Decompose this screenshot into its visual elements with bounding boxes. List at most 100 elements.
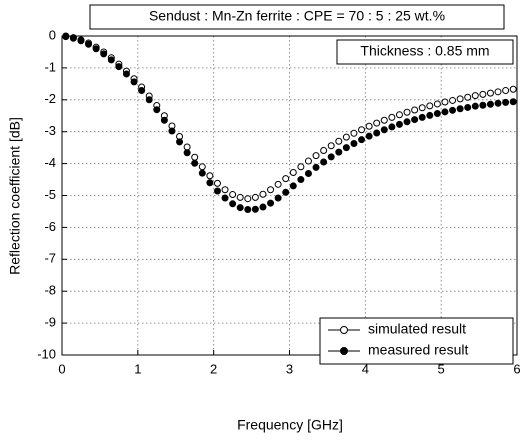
data-point — [236, 204, 244, 212]
data-point — [198, 163, 206, 171]
data-point — [244, 206, 252, 214]
data-point — [380, 126, 388, 134]
data-point — [449, 106, 457, 114]
data-point — [206, 179, 214, 187]
data-point — [464, 93, 472, 101]
data-point — [320, 147, 328, 155]
data-point — [350, 129, 358, 137]
data-point — [213, 179, 221, 187]
data-point — [486, 100, 494, 108]
data-point — [494, 88, 502, 96]
data-point — [274, 194, 282, 202]
data-point — [251, 193, 259, 201]
data-point — [441, 108, 449, 116]
data-point — [168, 127, 176, 135]
annotation: Thickness : 0.85 mm — [360, 43, 489, 59]
y-tick-label: -3 — [44, 123, 56, 138]
x-tick-label: 5 — [438, 361, 445, 376]
data-point — [160, 116, 168, 124]
data-point — [213, 187, 221, 195]
data-point — [327, 153, 335, 161]
data-point — [153, 106, 161, 114]
data-point — [282, 175, 290, 183]
data-point — [426, 111, 434, 119]
data-point — [373, 119, 381, 127]
data-point — [62, 33, 70, 41]
data-point — [221, 186, 229, 194]
data-point — [380, 116, 388, 124]
plot-frame — [61, 35, 518, 356]
data-point — [479, 90, 487, 98]
data-point — [403, 118, 411, 126]
x-tick-label: 4 — [362, 361, 369, 376]
y-tick-label: -8 — [44, 283, 56, 298]
y-tick-label: -10 — [37, 346, 56, 361]
data-point — [304, 169, 312, 177]
data-point — [229, 200, 237, 208]
x-tick-label: 6 — [513, 361, 520, 376]
legend-box — [319, 317, 514, 365]
data-point — [335, 148, 343, 156]
legend-label: simulated result — [368, 321, 466, 337]
annotation-box — [336, 39, 514, 65]
data-point — [365, 132, 373, 140]
data-point — [395, 120, 403, 128]
data-point — [122, 70, 130, 78]
data-point — [183, 143, 191, 151]
data-point — [395, 111, 403, 119]
y-axis-label: Reflection coefficient [dB] — [7, 117, 23, 275]
x-axis-label: Frequency [GHz] — [237, 417, 343, 433]
data-point — [107, 56, 115, 64]
data-point — [297, 163, 305, 171]
data-point — [373, 129, 381, 137]
data-point — [358, 126, 366, 134]
y-tick-label: -7 — [44, 251, 56, 266]
data-point — [92, 45, 100, 53]
data-point — [509, 98, 517, 106]
data-point — [289, 169, 297, 177]
data-point — [236, 193, 244, 201]
y-tick-label: 0 — [49, 27, 56, 42]
data-point — [426, 102, 434, 110]
data-point — [130, 78, 138, 86]
data-point — [244, 195, 252, 203]
data-point — [267, 186, 275, 194]
y-tick-label: -9 — [44, 315, 56, 330]
data-point — [259, 190, 267, 198]
y-tick-label: -1 — [44, 59, 56, 74]
data-point — [449, 96, 457, 104]
y-tick-label: -4 — [44, 155, 56, 170]
data-point — [464, 103, 472, 111]
data-point — [191, 159, 199, 167]
data-point — [388, 113, 396, 121]
data-point — [479, 101, 487, 109]
data-point — [418, 104, 426, 112]
data-point — [100, 50, 108, 58]
data-point — [471, 92, 479, 100]
x-tick-label: 0 — [58, 361, 65, 376]
data-point — [183, 149, 191, 157]
data-point — [388, 123, 396, 131]
data-point — [411, 116, 419, 124]
data-point — [304, 157, 312, 165]
data-point — [289, 182, 297, 190]
y-tick-label: -2 — [44, 91, 56, 106]
data-point — [342, 133, 350, 141]
data-point — [138, 87, 146, 95]
legend-label: measured result — [368, 342, 468, 358]
data-point — [471, 102, 479, 110]
data-point — [274, 180, 282, 188]
data-point — [509, 85, 517, 93]
data-point — [441, 98, 449, 106]
data-point — [320, 158, 328, 166]
data-point — [486, 89, 494, 97]
data-point — [411, 106, 419, 114]
data-point — [69, 34, 77, 42]
data-point — [297, 176, 305, 184]
data-point — [403, 108, 411, 116]
data-point — [350, 140, 358, 148]
data-point — [267, 199, 275, 207]
data-point — [115, 63, 123, 71]
y-tick-label: -6 — [44, 219, 56, 234]
